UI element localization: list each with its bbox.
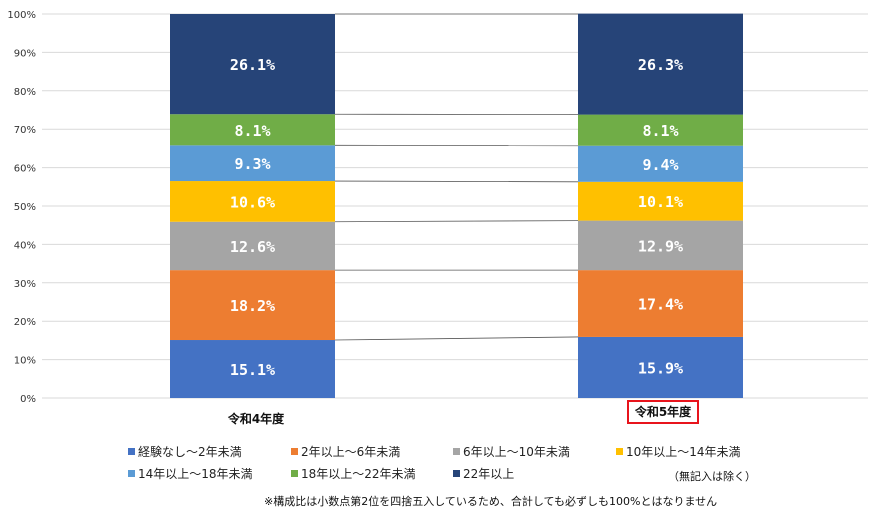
bar-segment [578, 270, 743, 337]
data-label: 9.4% [642, 156, 678, 174]
data-label: 15.1% [230, 361, 275, 379]
y-tick-label: 100% [7, 10, 36, 21]
highlighted-category-label: 令和5年度 [626, 400, 700, 424]
data-label: 10.1% [638, 193, 683, 211]
bar-segment [578, 13, 743, 115]
y-tick-label: 20% [14, 317, 36, 328]
category-label-r5: 令和5年度 [604, 400, 722, 424]
data-label: 18.2% [230, 297, 275, 315]
data-label: 9.3% [234, 155, 270, 173]
legend-item-6: 22年以上 [453, 465, 514, 482]
legend-swatch [453, 448, 460, 455]
y-tick-label: 0% [20, 394, 36, 405]
bar-segment [578, 145, 743, 182]
series-connector-line [334, 180, 579, 183]
y-tick-label: 60% [14, 164, 36, 175]
bar-segment [578, 220, 743, 271]
y-tick-label: 70% [14, 125, 36, 136]
legend-item-4: 14年以上～18年未満 [128, 465, 253, 482]
y-tick-label: 90% [14, 48, 36, 59]
legend-swatch [128, 448, 135, 455]
y-tick-label: 10% [14, 356, 36, 367]
y-tick-label: 30% [14, 279, 36, 290]
bar-segment [578, 114, 743, 146]
legend-label: 経験なし～2年未満 [138, 445, 242, 459]
category-label-text: 令和4年度 [227, 412, 285, 426]
legend-label: 14年以上～18年未満 [138, 467, 253, 481]
data-label: 12.9% [638, 237, 683, 255]
bar-segment [170, 181, 335, 222]
bar-segment [170, 145, 335, 182]
category-label-r4: 令和4年度 [196, 410, 316, 427]
legend-item-0: 経験なし～2年未満 [128, 443, 242, 460]
data-label: 17.4% [638, 296, 683, 314]
footnote: ※構成比は小数点第2位を四捨五入しているため、合計しても必ずしも100%とはなり… [264, 495, 718, 508]
legend-swatch [291, 448, 298, 455]
legend-swatch [453, 470, 460, 477]
bar-segment [578, 336, 743, 398]
data-label: 8.1% [642, 122, 678, 140]
legend-label: 18年以上～22年未満 [301, 467, 416, 481]
data-label: 26.1% [230, 56, 275, 74]
data-label: 26.3% [638, 56, 683, 74]
legend-swatch [291, 470, 298, 477]
bar-segment [170, 14, 335, 115]
series-connector-line [334, 220, 579, 223]
bar-segment [170, 114, 335, 146]
excluded-note: （無記入は除く） [668, 470, 756, 483]
data-label: 15.9% [638, 359, 683, 377]
legend-item-1: 2年以上～6年未満 [291, 443, 400, 460]
bar-segment [170, 221, 335, 271]
legend-label: 6年以上～10年未満 [463, 445, 570, 459]
bar-segment [170, 340, 335, 398]
bar-segment [170, 270, 335, 341]
data-label: 10.6% [230, 193, 275, 211]
y-tick-label: 80% [14, 87, 36, 98]
data-label: 8.1% [234, 122, 270, 140]
legend-label: 22年以上 [463, 467, 515, 481]
legend-swatch [128, 470, 135, 477]
bar-segment [578, 181, 743, 221]
legend-label: 10年以上～14年未満 [626, 445, 741, 459]
legend-label: 2年以上～6年未満 [301, 445, 401, 459]
legend-item-5: 18年以上～22年未満 [291, 465, 416, 482]
series-connector-line [334, 336, 579, 341]
legend-swatch [616, 448, 623, 455]
data-label: 12.6% [230, 238, 275, 256]
y-tick-label: 40% [14, 240, 36, 251]
y-tick-label: 50% [14, 202, 36, 213]
legend-item-3: 10年以上～14年未満 [616, 443, 741, 460]
legend-item-2: 6年以上～10年未満 [453, 443, 570, 460]
